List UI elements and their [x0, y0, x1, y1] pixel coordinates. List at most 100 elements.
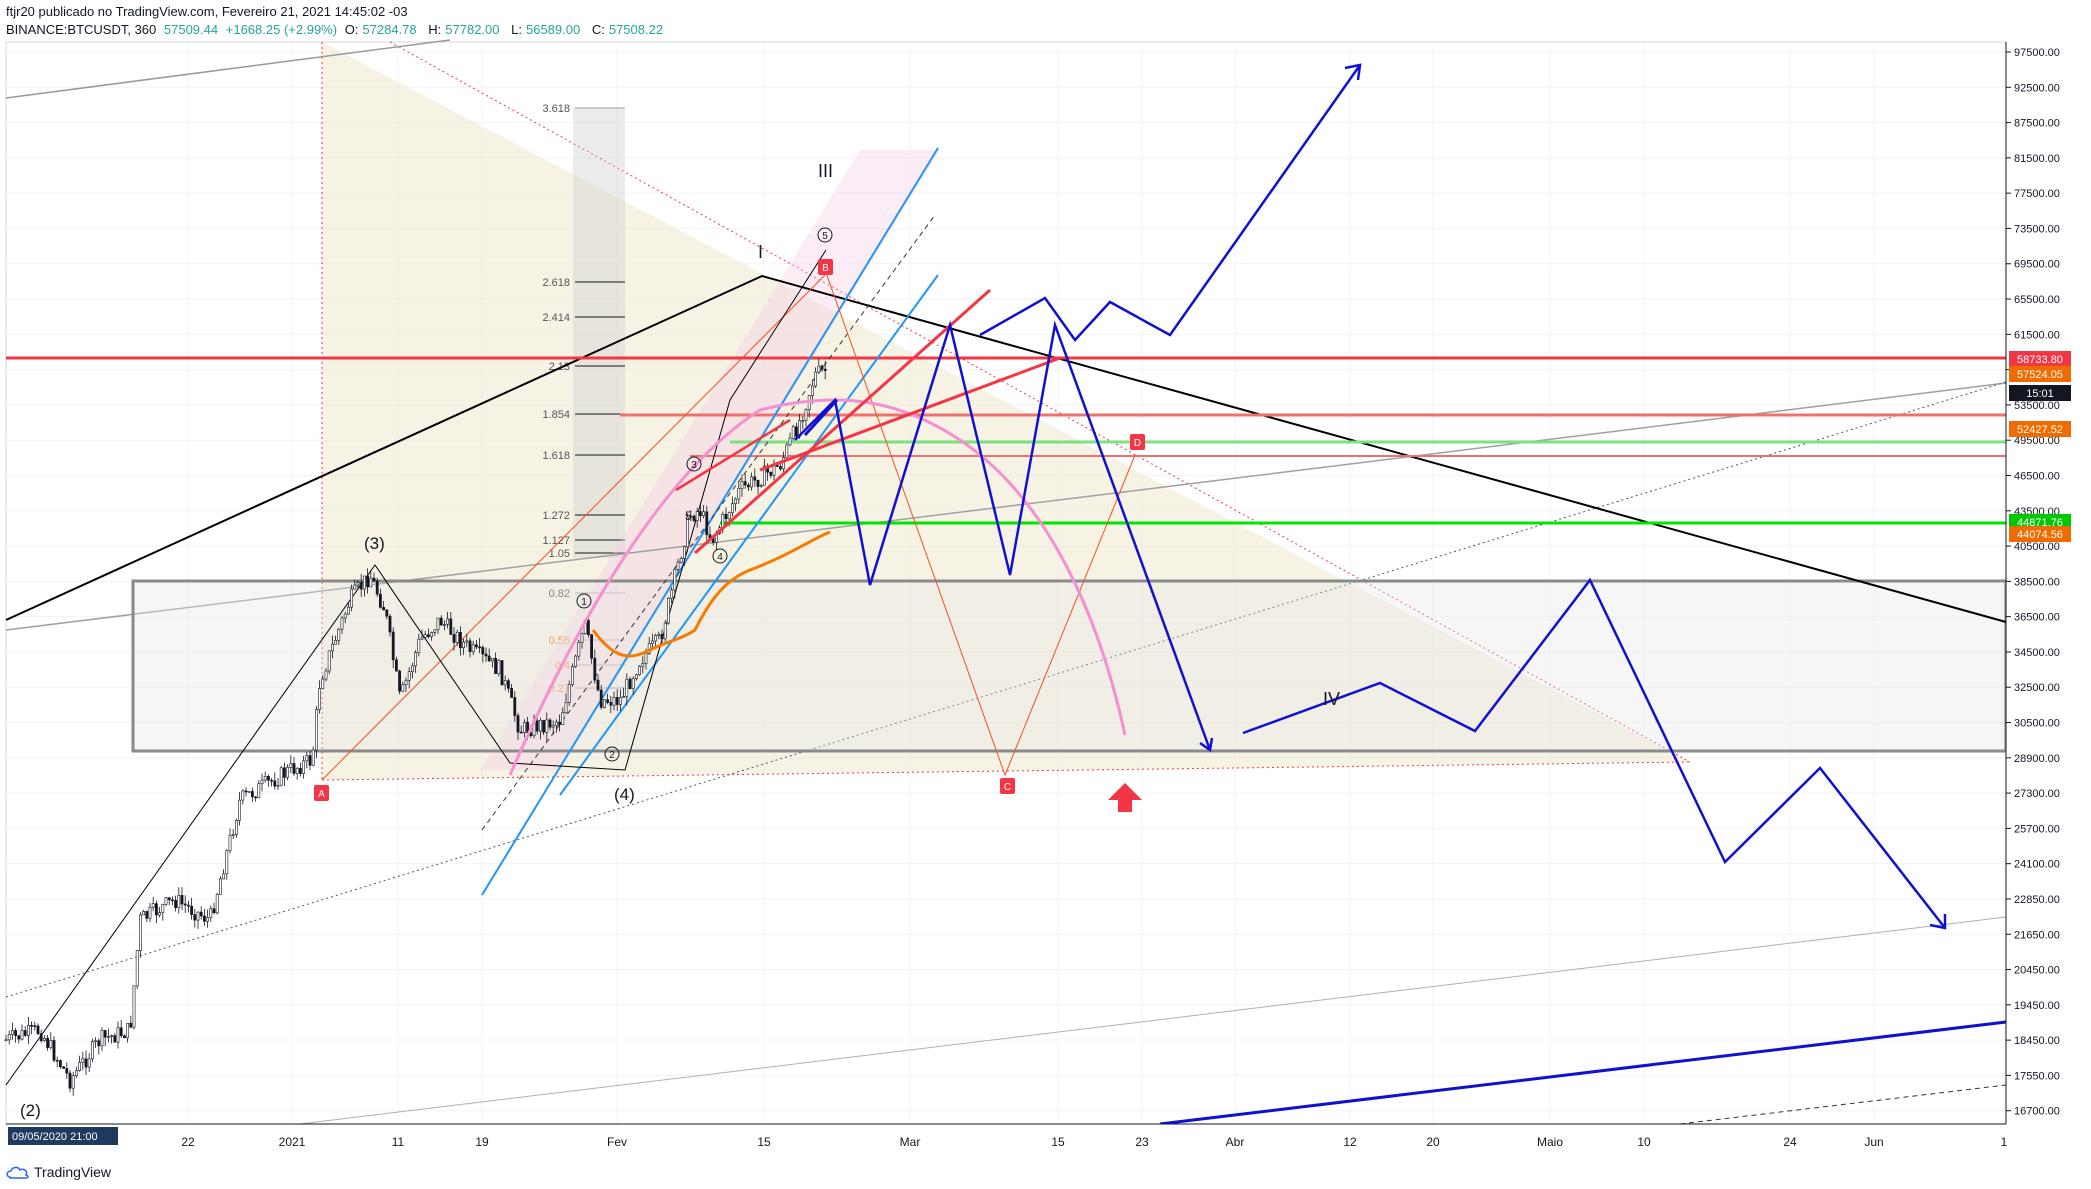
- candle-body: [158, 912, 162, 916]
- candle-body: [593, 657, 597, 681]
- price-tick-label: 49500.00: [2014, 435, 2060, 447]
- price-tick-label: 25700.00: [2014, 823, 2060, 835]
- candle-body: [84, 1058, 88, 1068]
- svg-text:D: D: [1134, 438, 1141, 449]
- candle-body: [346, 606, 350, 615]
- candle-body: [686, 516, 690, 548]
- candle-body: [151, 903, 155, 908]
- ohlc-row: BINANCE:BTCUSDT, 360 57509.44 +1668.25 (…: [6, 21, 671, 39]
- candle-body: [682, 546, 686, 559]
- candle-body: [516, 715, 520, 733]
- price-tick-label: 53500.00: [2014, 400, 2060, 412]
- candle-body: [135, 950, 139, 987]
- candle-body: [142, 911, 146, 916]
- price-tick-label: 27300.00: [2014, 788, 2060, 800]
- candle-body: [548, 719, 552, 728]
- candle-body: [215, 894, 219, 914]
- price-tick-label: 19450.00: [2014, 1000, 2060, 1012]
- candle-body: [644, 653, 648, 664]
- candle-body: [97, 1040, 101, 1047]
- price-tag-label: 15:01: [2026, 388, 2054, 400]
- candle-body: [81, 1058, 85, 1063]
- candle-body: [321, 678, 325, 689]
- crosshair-date-tag: [8, 1127, 118, 1145]
- candle-body: [356, 582, 360, 586]
- candle-body: [391, 631, 395, 661]
- wave-label-2: (2): [20, 1101, 41, 1120]
- candle-body: [398, 670, 402, 692]
- price-tag-label: 52427.52: [2017, 424, 2063, 436]
- candle-body: [110, 1035, 114, 1037]
- candle-body: [487, 655, 491, 662]
- candle-body: [503, 680, 507, 686]
- candle-body: [39, 1033, 43, 1042]
- candle-body: [631, 678, 635, 690]
- low-value: 56589.00: [525, 22, 581, 37]
- candle-body: [222, 873, 226, 880]
- circle-label-5: 5: [817, 227, 833, 243]
- last-price: 57509.44: [163, 22, 219, 37]
- candle-body: [42, 1037, 46, 1042]
- blue-long-trendline: [1159, 1020, 2007, 1126]
- candle-body: [650, 640, 654, 644]
- time-tick-label: Mar: [900, 1135, 921, 1149]
- candle-body: [282, 767, 286, 778]
- candle-body: [362, 575, 366, 590]
- time-tick-label: 11: [392, 1135, 405, 1149]
- candle-body: [311, 749, 315, 766]
- tradingview-logo[interactable]: TradingView: [6, 1164, 111, 1180]
- pink-projection-curve: [508, 398, 1127, 776]
- svg-text:A: A: [318, 789, 325, 800]
- fan-line-a: [321, 269, 831, 781]
- candle-body: [337, 628, 341, 641]
- price-tick-label: 24100.00: [2014, 859, 2060, 871]
- price-axis[interactable]: [2006, 42, 2091, 1124]
- fib-level-label: 1.272: [542, 510, 570, 522]
- candle-body: [439, 617, 443, 626]
- candle-body: [804, 409, 808, 421]
- candle-body: [26, 1025, 30, 1036]
- red-line-upper: [694, 288, 991, 555]
- publish-info: ftjr20 publicado no TradingView.com, Fev…: [6, 4, 408, 19]
- candle-body: [433, 629, 437, 633]
- candle-body: [190, 905, 194, 915]
- candle-body: [455, 632, 459, 643]
- candle-body: [551, 725, 555, 728]
- symbol-label[interactable]: BINANCE:BTCUSDT, 360: [6, 22, 157, 37]
- candle-body: [298, 767, 302, 774]
- candle-body: [554, 721, 558, 726]
- price-tag-label: 58733.80: [2017, 354, 2063, 366]
- candle-body: [199, 911, 203, 917]
- candle-body: [219, 878, 222, 895]
- candle-body: [343, 613, 347, 619]
- time-tick-label: 2021: [279, 1135, 306, 1149]
- candle-body: [193, 914, 197, 921]
- svg-text:3: 3: [691, 460, 697, 471]
- candle-body: [340, 617, 344, 630]
- wave-labels: (2) (3) (4) I III IV: [20, 161, 1340, 1120]
- wave-label-3: (3): [364, 534, 385, 553]
- red-up-arrow: [1108, 783, 1142, 812]
- time-tick-label: Abr: [1226, 1135, 1245, 1149]
- candle-body: [308, 755, 312, 766]
- price-tick-label: 38500.00: [2014, 576, 2060, 588]
- candle-body: [452, 634, 456, 643]
- price-tick-label: 34500.00: [2014, 647, 2060, 659]
- time-axis[interactable]: [6, 1124, 2006, 1160]
- time-tick-label: 15: [757, 1135, 771, 1149]
- candle-body: [289, 763, 293, 768]
- svg-text:4: 4: [717, 552, 723, 563]
- candle-body: [746, 484, 750, 488]
- svg-text:C: C: [1004, 782, 1011, 793]
- time-tick-label: 10: [1637, 1135, 1651, 1149]
- time-tick-label: 1: [2001, 1135, 2008, 1149]
- candle-body: [542, 720, 546, 733]
- candle-body: [762, 465, 766, 486]
- svg-text:1: 1: [581, 597, 587, 608]
- candle-body: [628, 678, 632, 690]
- candle-body: [129, 1022, 133, 1028]
- price-tick-label: 65500.00: [2014, 294, 2060, 306]
- candle-body: [410, 665, 414, 672]
- candle-body: [567, 684, 571, 703]
